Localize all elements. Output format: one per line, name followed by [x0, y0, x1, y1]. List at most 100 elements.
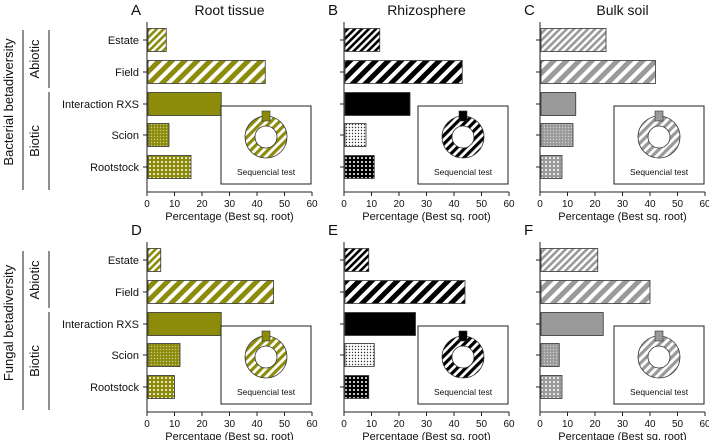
category-label: Interaction RXS — [62, 319, 139, 331]
inset-label: Sequencial test — [237, 387, 296, 397]
bar-field — [344, 60, 463, 84]
row-title-bacterial: Bacterial betadiversity — [1, 38, 16, 166]
panel-title: Bulk soil — [596, 2, 648, 18]
x-tick-label: 20 — [589, 199, 601, 210]
panel-letter: D — [131, 222, 142, 239]
x-tick-label: 50 — [476, 199, 488, 210]
x-tick-label: 40 — [644, 419, 656, 430]
panel-a: A Root tissue Estate Field Interaction RXS Sc… — [62, 2, 318, 223]
x-tick-label: 30 — [421, 199, 433, 210]
x-tick-label: 40 — [251, 199, 263, 210]
x-tick-label: 40 — [644, 199, 656, 210]
bar-interaction-rxs — [540, 312, 604, 336]
ring-outline-inner — [647, 125, 671, 149]
bar-field — [147, 280, 274, 304]
bar-estate — [344, 248, 370, 272]
bar-scion — [540, 123, 574, 147]
panel-c: C Bulk soil 0 10 20 30 40 50 60 Percentage (Best … — [524, 2, 709, 223]
bar-rootstock — [540, 155, 563, 179]
x-tick-label: 0 — [537, 199, 543, 210]
panel-title: Rhizosphere — [387, 2, 466, 18]
inset-label: Sequencial test — [630, 167, 689, 177]
ring-marker — [261, 330, 271, 342]
bar-rootstock — [540, 375, 563, 399]
x-tick-label: 20 — [393, 419, 405, 430]
x-tick-label: 10 — [366, 199, 378, 210]
x-tick-label: 40 — [251, 419, 263, 430]
category-label: Rootstock — [90, 382, 139, 394]
inset-label: Sequencial test — [434, 387, 493, 397]
x-tick-label: 10 — [562, 199, 574, 210]
x-tick-label: 60 — [503, 199, 515, 210]
x-axis-label: Percentage (Best sq. root) — [558, 211, 686, 223]
panel-f: F 0 10 20 30 40 50 60 Percentage (Best sq. root)… — [524, 222, 709, 440]
x-axis-label: Percentage (Best sq. root) — [165, 211, 293, 223]
x-axis-label: Percentage (Best sq. root) — [362, 431, 490, 440]
ring-marker — [654, 330, 664, 342]
panel-e: E 0 10 20 30 40 50 60 Percentage (Best sq. root)… — [328, 222, 515, 440]
bar-estate — [147, 28, 167, 52]
panel-b: B Rhizosphere 0 10 20 30 40 50 60 Percentage (Bes… — [328, 2, 515, 223]
x-tick-label: 60 — [503, 419, 515, 430]
category-label: Field — [115, 287, 139, 299]
bar-interaction-rxs — [147, 92, 222, 116]
bar-field — [540, 60, 656, 84]
panel-title: Root tissue — [194, 2, 264, 18]
bar-interaction-rxs — [344, 92, 411, 116]
bar-field — [540, 280, 651, 304]
x-tick-label: 10 — [562, 419, 574, 430]
x-tick-label: 0 — [341, 199, 347, 210]
inset-label: Sequencial test — [630, 387, 689, 397]
x-axis-label: Percentage (Best sq. root) — [362, 211, 490, 223]
ring-marker — [261, 110, 271, 122]
x-tick-label: 20 — [196, 199, 208, 210]
x-tick-label: 50 — [279, 419, 291, 430]
category-label: Scion — [111, 130, 139, 142]
bar-scion — [344, 123, 367, 147]
x-tick-label: 50 — [672, 199, 684, 210]
x-tick-label: 10 — [366, 419, 378, 430]
inset-label: Sequencial test — [237, 167, 296, 177]
ring-outline-inner — [451, 125, 475, 149]
category-label: Interaction RXS — [62, 99, 139, 111]
panel-letter: E — [328, 222, 338, 239]
x-tick-label: 50 — [672, 419, 684, 430]
group-label-abiotic-bottom: Abiotic — [27, 260, 42, 300]
bar-rootstock — [344, 155, 375, 179]
panel-letter: F — [524, 222, 533, 239]
ring-outline-inner — [647, 345, 671, 369]
ring-marker — [654, 110, 664, 122]
x-tick-label: 40 — [448, 199, 460, 210]
x-tick-label: 30 — [224, 199, 236, 210]
ring-marker — [458, 110, 468, 122]
ring-outline-inner — [254, 125, 278, 149]
bar-field — [147, 60, 266, 84]
bar-scion — [540, 343, 560, 367]
ring-marker — [458, 330, 468, 342]
bar-interaction-rxs — [540, 92, 577, 116]
bar-estate — [540, 28, 607, 52]
inset-label: Sequencial test — [434, 167, 493, 177]
x-tick-label: 20 — [393, 199, 405, 210]
bar-rootstock — [147, 375, 175, 399]
bar-estate — [147, 248, 162, 272]
x-axis-label: Percentage (Best sq. root) — [558, 431, 686, 440]
bar-field — [344, 280, 466, 304]
x-tick-label: 0 — [341, 419, 347, 430]
bar-estate — [344, 28, 381, 52]
category-label: Estate — [108, 35, 139, 47]
x-tick-label: 20 — [589, 419, 601, 430]
bar-scion — [344, 343, 375, 367]
panel-d: D Estate Field Interaction RXS Scion Rootstoc… — [62, 222, 318, 440]
x-tick-label: 50 — [476, 419, 488, 430]
x-tick-label: 0 — [144, 199, 150, 210]
x-tick-label: 10 — [169, 199, 181, 210]
category-label: Rootstock — [90, 162, 139, 174]
x-tick-label: 60 — [306, 199, 318, 210]
x-tick-label: 60 — [699, 419, 709, 430]
category-label: Estate — [108, 255, 139, 267]
x-tick-label: 0 — [537, 419, 543, 430]
group-label-abiotic-top: Abiotic — [27, 39, 42, 79]
x-axis-label: Percentage (Best sq. root) — [165, 431, 293, 440]
